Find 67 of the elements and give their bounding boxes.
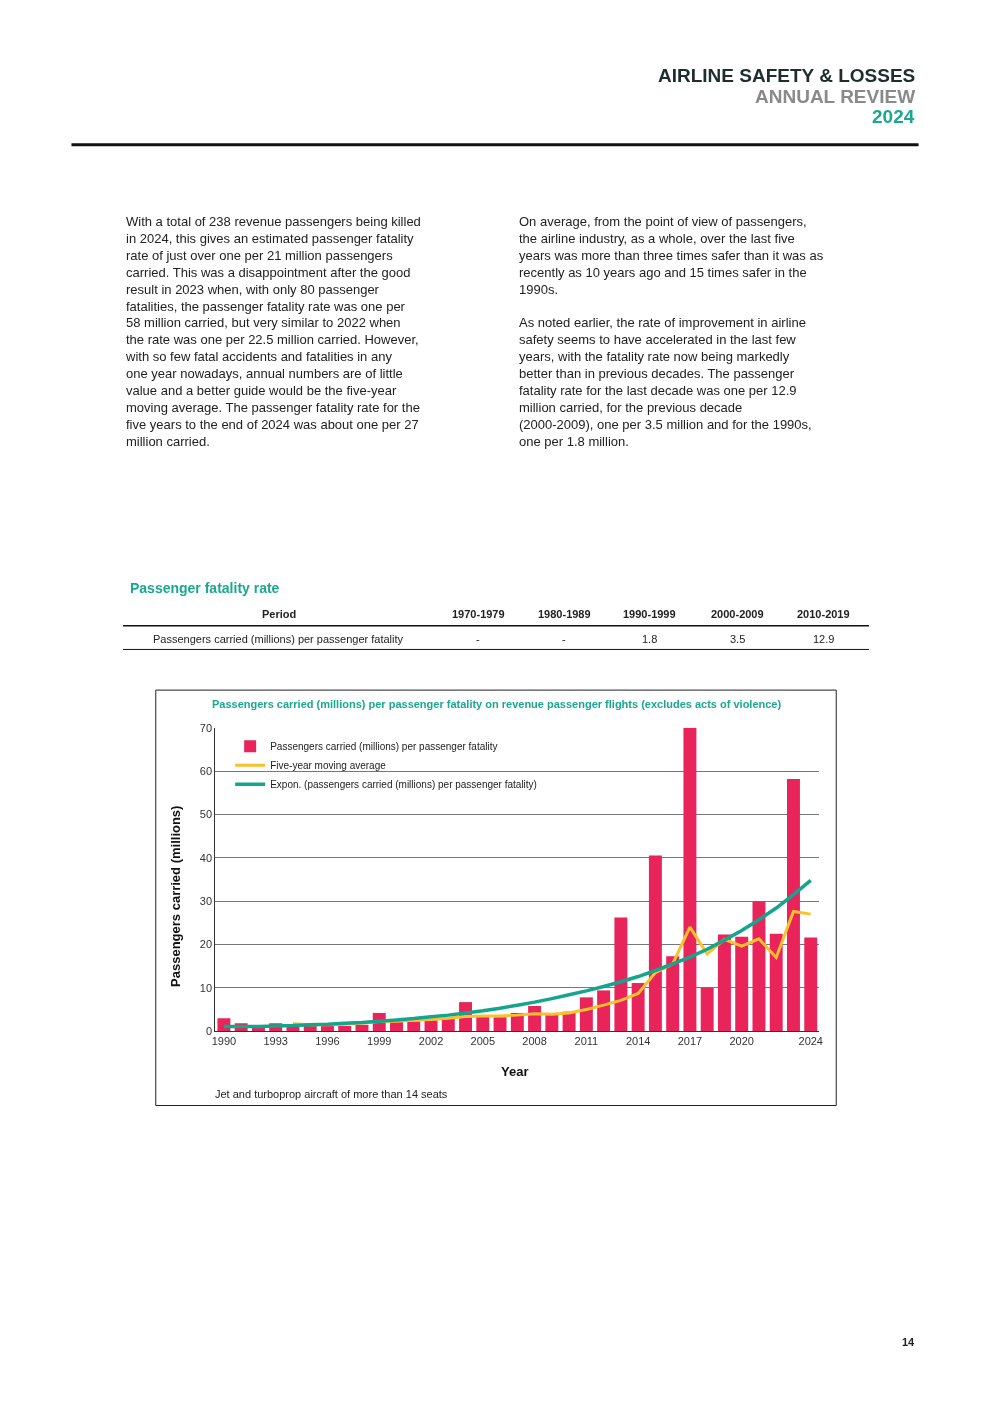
category-label: 2010-2019: [797, 608, 850, 620]
category-label: 1970-1979: [452, 608, 505, 620]
x-tick-label: 2017: [677, 1035, 703, 1048]
x-tick-label: 1990: [211, 1035, 237, 1048]
bar: [597, 990, 611, 1032]
text: -: [562, 633, 566, 645]
text: With a total of 238 revenue passengers being killed in 2024, this gives an estimated passenger fatality rate of just over one per 21 million passengers carried. This was a disappointment after the good result in 2023 when, with only 80 passenger fatalities, the passenger fatality rate was one per 58 million carried, but very similar to 2022 when the rate was one per 22.5 million carried. However, with so few fatal accidents and fatalities in any one year nowadays, annual numbers are of little value and a better guide would be the five-year moving average. The passenger fatality rate for the five years to the end of 2024 was about one per 27 million carried.: [126, 214, 421, 449]
x-tick-label: 1993: [263, 1035, 288, 1048]
text: ANNUAL REVIEW: [755, 86, 916, 107]
x-tick-label: 2014: [625, 1035, 651, 1048]
bar: [717, 934, 731, 1032]
y-tick-label: 60: [199, 764, 213, 777]
bar: [579, 997, 593, 1032]
x-tick-label: 2024: [798, 1035, 823, 1048]
y-tick-label: 40: [199, 851, 213, 864]
text: -: [476, 633, 480, 645]
y-tick-label: 0: [205, 1025, 213, 1037]
legend-label: Expon. (passengers carried (millions) per passenger fatality): [270, 779, 537, 791]
bar: [631, 983, 645, 1032]
y-tick-label: 20: [199, 938, 213, 951]
bar: [476, 1015, 490, 1032]
category-label: 1980-1989: [538, 608, 591, 620]
bar: [407, 1021, 421, 1032]
category-label: Passengers carried (millions) per passenger fatality: [153, 633, 404, 645]
text: 2024: [872, 106, 915, 127]
bar: [424, 1020, 438, 1032]
x-tick-label: 2005: [470, 1035, 496, 1048]
text: AIRLINE SAFETY & LOSSES: [658, 65, 916, 86]
text: Jet and turboprop aircraft of more than 14 seats: [215, 1088, 448, 1100]
text: Period: [262, 608, 297, 620]
x-tick-label: 2008: [522, 1035, 547, 1048]
bar: [752, 901, 766, 1032]
text: On average, from the point of view of passengers, the airline industry, as a whole, over the last five years was more than three times safer than it was as recently as 10 years ago and 15 times safer in the 1990s.: [519, 214, 824, 297]
line-series: [222, 878, 813, 1029]
bar: [493, 1017, 507, 1032]
bar: [614, 917, 628, 1032]
legend-label: Five-year moving average: [270, 760, 387, 772]
text: Passenger fatality rate: [130, 580, 280, 596]
text: 14: [902, 1336, 916, 1348]
bar: [769, 933, 783, 1032]
x-tick-label: 2020: [729, 1035, 754, 1048]
y-tick-label: 50: [199, 808, 213, 821]
bar: [683, 727, 697, 1032]
category-label: 1990-1999: [623, 608, 676, 620]
bar: [804, 937, 818, 1032]
x-tick-label: 2002: [418, 1035, 444, 1048]
category-label: 2000-2009: [711, 608, 764, 620]
y-tick-label: 10: [199, 981, 213, 994]
x-tick-label: 2011: [574, 1035, 599, 1048]
text: 1.8: [642, 633, 658, 645]
bar: [666, 956, 680, 1032]
y-tick-label: 30: [199, 894, 213, 907]
text: 12.9: [813, 633, 835, 645]
legend-label: Passengers carried (millions) per passenger fatality: [270, 741, 498, 753]
bar: [338, 1025, 352, 1032]
chart-title: Passengers carried (millions) per passenger fatality on revenue passenger flights (excludes acts of violence): [212, 698, 782, 710]
bar: [787, 778, 800, 1032]
x-tick-label: 1999: [367, 1035, 392, 1048]
bar: [700, 987, 714, 1032]
text: 3.5: [730, 633, 746, 645]
x-axis-title: Year: [501, 1064, 529, 1079]
bar: [735, 936, 749, 1032]
y-tick-label: 70: [199, 721, 213, 734]
y-axis-title: Passengers carried (millions): [168, 805, 184, 987]
bar: [648, 855, 662, 1032]
x-tick-label: 1996: [315, 1035, 340, 1048]
text: As noted earlier, the rate of improvement in airline safety seems to have accelerated in the last few years, with the fatality rate now being markedly better than in previous decades. The passenger fatality rate for the last decade was one per 12.9 million carried, for the previous decade (2000-2009), one per 3.5 million and for the 1990s, one per 1.8 million.: [519, 315, 812, 449]
